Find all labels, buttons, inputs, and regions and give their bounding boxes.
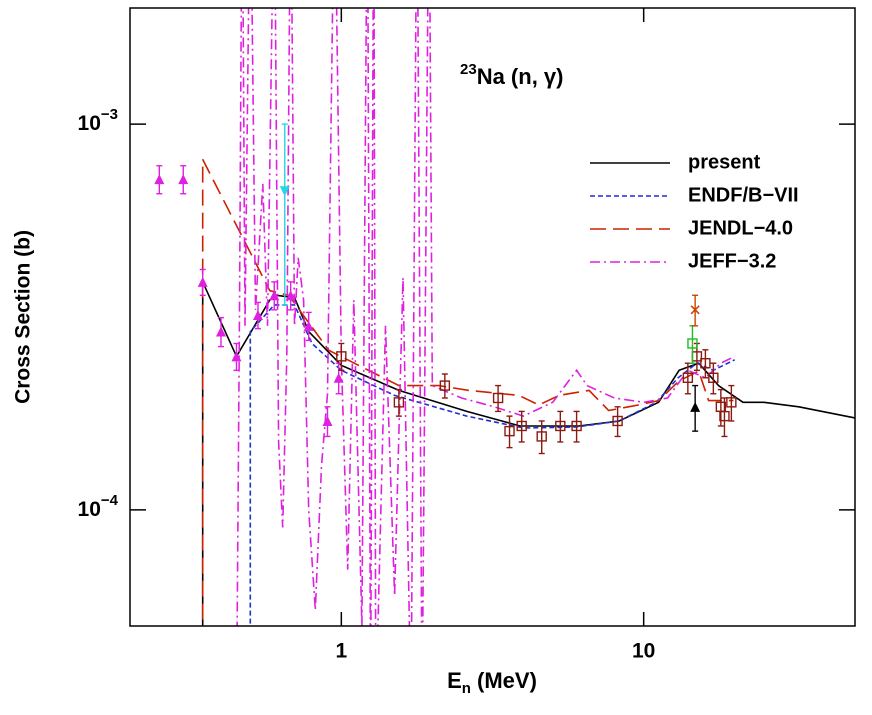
data-point xyxy=(303,320,314,331)
data-point xyxy=(178,174,189,185)
data-point xyxy=(571,420,582,432)
legend-label: ENDF/B−VII xyxy=(688,184,799,206)
data-point xyxy=(612,415,623,427)
title-text: Na (n, γ) xyxy=(477,64,564,89)
data-point xyxy=(516,420,527,432)
y-axis-label: Cross Section (b) xyxy=(12,230,35,404)
data-point xyxy=(333,372,344,383)
data-point xyxy=(285,290,296,301)
x-axis-label: En (MeV) xyxy=(447,668,537,697)
data-point xyxy=(231,351,242,362)
data-point xyxy=(393,397,405,408)
data-point xyxy=(252,310,263,321)
data-point xyxy=(504,425,515,437)
x-label-subscript: n xyxy=(462,680,471,697)
data-point xyxy=(279,186,290,197)
legend-label: JEFF−3.2 xyxy=(688,250,776,272)
data-point xyxy=(336,351,347,362)
data-point xyxy=(216,326,227,337)
series-line xyxy=(201,281,855,626)
data-point xyxy=(700,358,711,369)
series-line xyxy=(249,304,736,626)
x-label-unit: (MeV) xyxy=(471,668,537,693)
legend-label: JENDL−4.0 xyxy=(688,217,793,239)
series-line xyxy=(236,8,736,626)
data-point xyxy=(690,401,701,412)
data-point xyxy=(154,174,165,185)
plot-frame xyxy=(129,7,856,627)
y-tick-label: 10−3 xyxy=(78,106,118,135)
data-point xyxy=(719,410,730,422)
data-point xyxy=(322,415,333,426)
data-point xyxy=(682,372,694,383)
data-point xyxy=(687,338,698,349)
data-point xyxy=(492,392,504,404)
x-tick-label: 10 xyxy=(632,640,655,663)
title-superscript: 23 xyxy=(460,61,477,78)
series-line xyxy=(201,159,734,626)
data-point xyxy=(197,276,208,287)
data-point xyxy=(269,290,280,301)
x-tick-label: 1 xyxy=(335,640,347,663)
data-point xyxy=(726,397,737,408)
y-tick-label: 10−4 xyxy=(78,492,119,521)
data-point xyxy=(536,431,547,442)
x-label-text: E xyxy=(447,668,462,693)
legend-label: present xyxy=(688,151,761,173)
plot-area xyxy=(154,8,855,626)
chart-title: 23Na (n, γ) xyxy=(460,61,563,89)
data-point xyxy=(708,372,719,383)
data-point xyxy=(555,420,566,432)
data-point xyxy=(439,380,451,391)
data-point xyxy=(690,305,700,315)
